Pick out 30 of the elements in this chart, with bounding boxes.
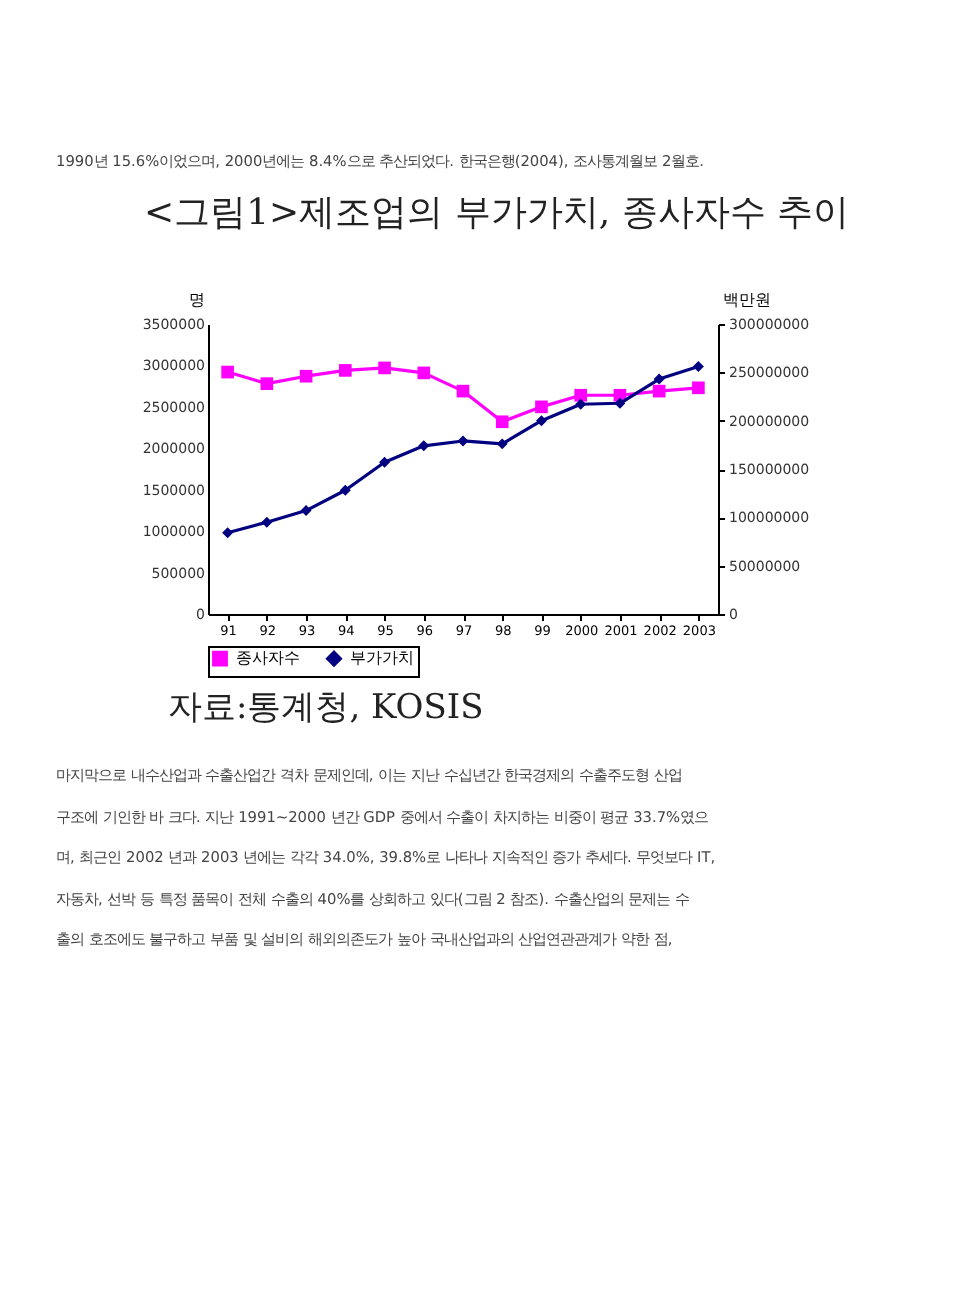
point — [418, 440, 430, 452]
point — [221, 365, 234, 379]
legend-label: 부가가치 — [350, 648, 414, 667]
point — [456, 384, 470, 398]
point — [339, 484, 351, 496]
point — [575, 398, 587, 410]
point — [261, 516, 273, 528]
chart-title: <그림1>제조업의 부가가치, 종사자수 추이 — [144, 190, 850, 236]
point — [417, 366, 431, 380]
text: 자료:통계청, KOSIS — [168, 686, 484, 730]
point — [299, 369, 313, 383]
point — [653, 373, 665, 385]
point — [222, 527, 234, 539]
point — [379, 456, 391, 468]
point — [457, 435, 469, 447]
point — [300, 505, 312, 517]
point — [692, 361, 704, 373]
point — [535, 400, 548, 414]
y2-axis-title: 백만원 — [723, 291, 771, 309]
point — [574, 388, 588, 402]
y-axis-title: 명 — [189, 291, 205, 309]
point — [692, 381, 705, 395]
point — [652, 384, 666, 398]
point — [614, 397, 626, 409]
point — [260, 377, 274, 390]
point — [495, 415, 509, 429]
point — [378, 361, 391, 375]
point — [338, 364, 352, 377]
legend-label: 종사자수 — [236, 648, 300, 667]
point — [535, 415, 547, 427]
